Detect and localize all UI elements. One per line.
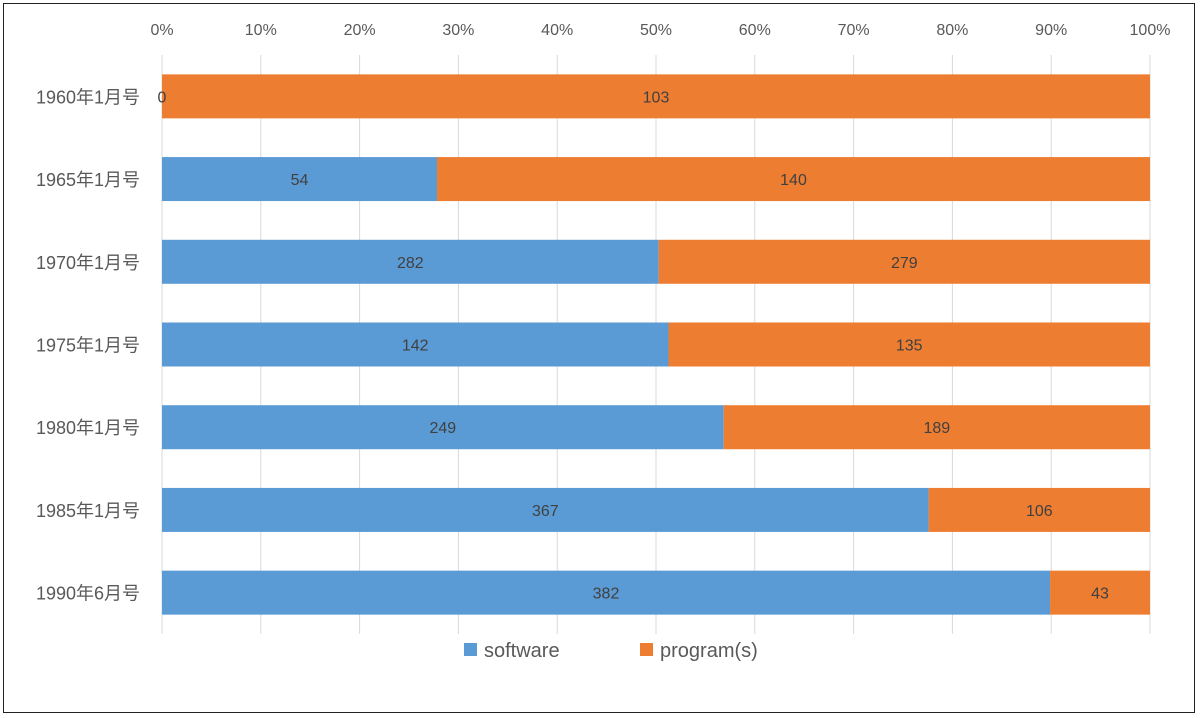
bar-segment-software bbox=[162, 487, 929, 532]
y-category-label: 1990年6月号 bbox=[36, 584, 140, 604]
legend-label: software bbox=[484, 640, 560, 662]
x-tick-label: 20% bbox=[344, 22, 376, 39]
bar-segment-software bbox=[162, 570, 1051, 615]
data-label: 135 bbox=[896, 338, 923, 355]
data-label: 249 bbox=[429, 420, 456, 437]
legend-swatch bbox=[464, 643, 477, 656]
x-tick-label: 50% bbox=[640, 22, 672, 39]
x-tick-label: 90% bbox=[1035, 22, 1067, 39]
data-label: 142 bbox=[402, 338, 429, 355]
x-tick-label: 10% bbox=[245, 22, 277, 39]
data-label: 382 bbox=[593, 586, 620, 603]
bar-segment-programs bbox=[162, 74, 1150, 119]
bar-segment-programs bbox=[437, 157, 1150, 202]
data-label: 140 bbox=[780, 172, 807, 189]
legend-label: program(s) bbox=[660, 640, 758, 662]
y-category-label: 1980年1月号 bbox=[36, 418, 140, 438]
data-label: 0 bbox=[158, 89, 167, 106]
data-label: 189 bbox=[923, 420, 950, 437]
y-category-label: 1985年1月号 bbox=[36, 501, 140, 521]
bar-segment-software bbox=[162, 239, 659, 284]
bar-segment-software bbox=[162, 405, 724, 450]
data-label: 106 bbox=[1026, 503, 1053, 520]
y-category-label: 1970年1月号 bbox=[36, 253, 140, 273]
x-tick-label: 100% bbox=[1130, 22, 1171, 39]
x-tick-label: 70% bbox=[838, 22, 870, 39]
data-label: 43 bbox=[1091, 586, 1109, 603]
y-category-label: 1965年1月号 bbox=[36, 170, 140, 190]
bar-segment-software bbox=[162, 157, 438, 202]
x-tick-label: 80% bbox=[936, 22, 968, 39]
bar-segment-programs bbox=[723, 405, 1150, 450]
legend-swatch bbox=[640, 643, 653, 656]
data-label: 282 bbox=[397, 255, 424, 272]
bar-segment-programs bbox=[658, 239, 1150, 284]
data-label: 367 bbox=[532, 503, 559, 520]
bar-segment-programs bbox=[1050, 570, 1150, 615]
data-label: 54 bbox=[291, 172, 309, 189]
x-tick-label: 30% bbox=[442, 22, 474, 39]
bar-segment-programs bbox=[928, 487, 1150, 532]
y-category-label: 1975年1月号 bbox=[36, 336, 140, 356]
data-label: 279 bbox=[891, 255, 918, 272]
bar-segment-software bbox=[162, 322, 669, 367]
bar-segment-programs bbox=[668, 322, 1150, 367]
x-tick-label: 0% bbox=[150, 22, 173, 39]
data-label: 103 bbox=[643, 89, 670, 106]
x-tick-label: 60% bbox=[739, 22, 771, 39]
x-tick-label: 40% bbox=[541, 22, 573, 39]
y-category-label: 1960年1月号 bbox=[36, 87, 140, 107]
